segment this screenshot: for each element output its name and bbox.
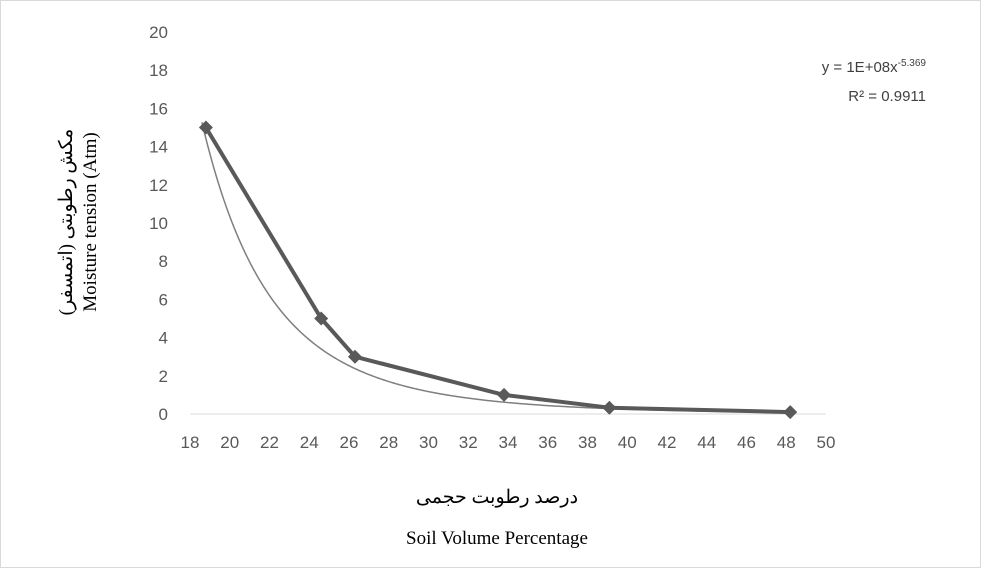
data-point-marker	[314, 311, 329, 326]
data-point-marker	[783, 405, 798, 420]
x-tick-label: 24	[300, 433, 319, 452]
y-tick-label: 10	[149, 214, 168, 233]
x-tick-label: 50	[817, 433, 836, 452]
x-tick-label: 38	[578, 433, 597, 452]
x-tick-label: 44	[697, 433, 716, 452]
y-tick-label: 6	[159, 290, 168, 309]
data-point-marker	[602, 400, 617, 415]
y-tick-label: 0	[159, 405, 168, 424]
x-tick-label: 28	[379, 433, 398, 452]
x-tick-label: 42	[658, 433, 677, 452]
r-squared-label: R² = 0.9911	[848, 88, 926, 105]
x-tick-label: 26	[340, 433, 359, 452]
y-tick-labels: 0 2 4 6 8 10 12 14 16 18 20	[149, 23, 168, 424]
x-tick-label: 18	[181, 433, 200, 452]
y-tick-label: 4	[159, 329, 168, 348]
equation-main: y = 1E+08x	[822, 59, 898, 76]
y-tick-label: 20	[149, 23, 168, 42]
y-axis-title-english: Moisture tension (Atm)	[80, 132, 101, 311]
x-tick-label: 40	[618, 433, 637, 452]
x-axis-title-english: Soil Volume Percentage	[406, 528, 588, 549]
x-tick-labels: 18 20 22 24 26 28 30 32 34 36 38 40 42 44 46 48 50	[181, 433, 836, 452]
y-tick-label: 8	[159, 252, 168, 271]
x-tick-label: 32	[459, 433, 478, 452]
y-axis-title-persian: مکش رطوبتی (اتمسفر)	[56, 129, 77, 316]
x-tick-label: 34	[499, 433, 518, 452]
x-tick-label: 46	[737, 433, 756, 452]
y-tick-label: 18	[149, 61, 168, 80]
x-tick-label: 30	[419, 433, 438, 452]
x-axis-title-persian: درصد رطوبت حجمی	[416, 487, 578, 508]
y-tick-label: 2	[159, 367, 168, 386]
equation-exponent: -5.369	[898, 58, 927, 69]
series-line	[204, 126, 791, 415]
data-point-marker	[497, 387, 512, 402]
data-point-marker	[198, 120, 213, 135]
y-tick-label: 16	[149, 99, 168, 118]
series-layer	[198, 120, 798, 420]
trendline-equation: y = 1E+08x-5.369	[822, 58, 927, 76]
y-tick-label: 12	[149, 176, 168, 195]
data-point-marker	[347, 349, 362, 364]
x-tick-label: 36	[538, 433, 557, 452]
x-tick-label: 22	[260, 433, 279, 452]
y-tick-label: 14	[149, 138, 168, 157]
x-tick-label: 48	[777, 433, 796, 452]
x-tick-label: 20	[220, 433, 239, 452]
